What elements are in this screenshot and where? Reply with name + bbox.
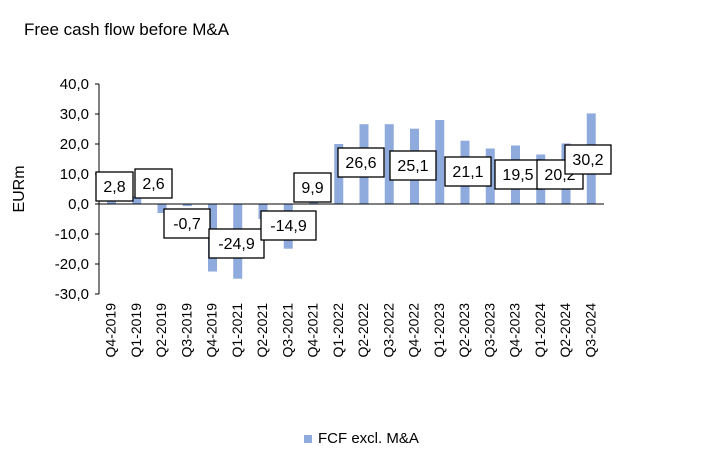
y-tick-label: 40,0 — [60, 76, 89, 93]
y-tick-label: 30,0 — [60, 106, 89, 123]
x-tick-label: Q2-2021 — [254, 303, 270, 358]
x-tick-label: Q1-2023 — [431, 303, 447, 358]
data-label-box — [564, 144, 612, 175]
y-tick-label: -30,0 — [55, 286, 89, 303]
x-tick-label: Q1-2021 — [229, 303, 245, 358]
data-label: 2,6 — [142, 176, 164, 193]
legend-swatch — [304, 434, 312, 443]
data-label-box — [260, 210, 317, 241]
x-tick-label: Q4-2023 — [507, 303, 523, 358]
data-label: -14,9 — [270, 218, 307, 235]
data-label-box — [134, 168, 173, 199]
x-tick-label: Q3-2019 — [178, 303, 194, 358]
x-tick-label: Q1-2024 — [532, 303, 548, 358]
bar — [435, 120, 445, 204]
y-tick-label: 20,0 — [60, 136, 89, 153]
x-tick-label: Q2-2022 — [355, 303, 371, 358]
bar — [157, 204, 167, 213]
data-label-box — [444, 156, 492, 187]
data-label: 26,6 — [345, 155, 376, 172]
y-tick-label: -10,0 — [55, 226, 89, 243]
data-label: -24,9 — [218, 236, 255, 253]
data-label: 21,1 — [452, 164, 483, 181]
data-label-box — [389, 150, 437, 181]
data-label-box — [208, 228, 265, 259]
data-label: 30,2 — [572, 152, 603, 169]
x-tick-label: Q3-2023 — [481, 303, 497, 358]
x-tick-label: Q2-2019 — [153, 303, 169, 358]
y-tick-label: 0,0 — [68, 196, 89, 213]
x-tick-label: Q1-2022 — [330, 303, 346, 358]
x-tick-label: Q1-2019 — [128, 303, 144, 358]
bar — [384, 124, 394, 204]
y-tick-label: -20,0 — [55, 256, 89, 273]
x-tick-label: Q4-2022 — [406, 303, 422, 358]
legend: FCF excl. M&A — [304, 430, 419, 447]
x-tick-label: Q3-2022 — [380, 303, 396, 358]
data-label: 25,1 — [397, 158, 428, 175]
data-label: -0,7 — [173, 216, 201, 233]
x-tick-label: Q2-2024 — [557, 303, 573, 358]
data-label: 19,5 — [502, 167, 533, 184]
legend-label: FCF excl. M&A — [318, 430, 419, 447]
data-label-box — [95, 171, 134, 202]
x-tick-label: Q3-2024 — [582, 303, 598, 358]
data-label-box — [337, 147, 385, 178]
x-tick-label: Q4-2019 — [103, 303, 119, 358]
x-tick-label: Q2-2023 — [456, 303, 472, 358]
data-label: 9,9 — [301, 180, 323, 197]
chart-title: Free cash flow before M&A — [24, 20, 230, 39]
y-axis-label: EURm — [11, 165, 28, 212]
data-label-box — [494, 159, 542, 190]
x-tick-label: Q4-2019 — [204, 303, 220, 358]
x-tick-label: Q3-2021 — [279, 303, 295, 358]
y-tick-label: 10,0 — [60, 166, 89, 183]
bar — [182, 204, 192, 207]
data-label-box — [163, 208, 211, 239]
data-label-box — [293, 172, 332, 203]
x-tick-label: Q4-2021 — [305, 303, 321, 358]
bar — [132, 196, 142, 204]
data-label: 2,8 — [103, 179, 125, 196]
